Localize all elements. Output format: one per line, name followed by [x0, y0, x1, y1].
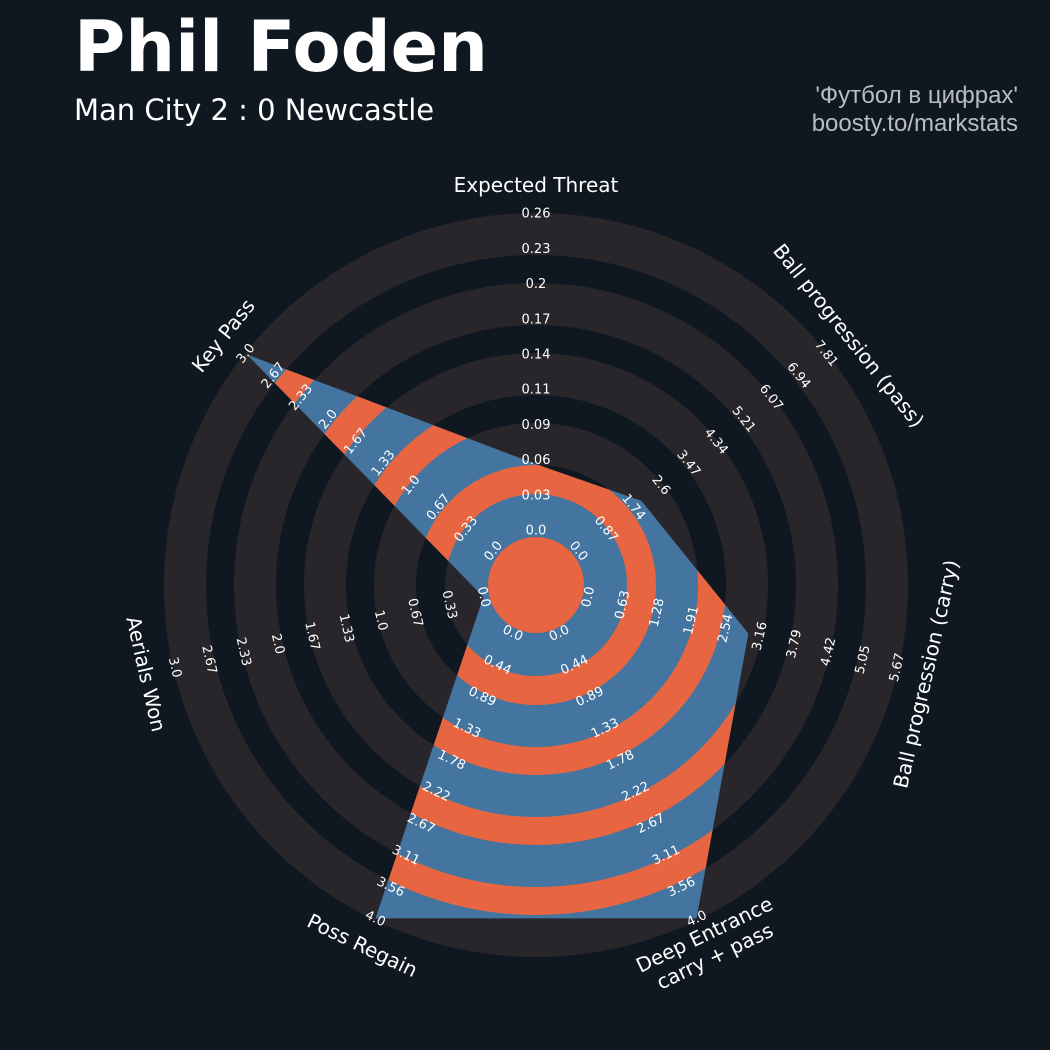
tick-label: 0.26 — [522, 207, 551, 222]
param-label-line: Aerials Won — [121, 614, 171, 734]
tick-label: 3.0 — [165, 656, 184, 680]
tick-label: 2.0 — [268, 632, 287, 656]
credit-channel: 'Футбол в цифрах' — [815, 82, 1018, 109]
polygon-band-alternate — [246, 354, 749, 915]
tick-label: 0.0 — [474, 585, 493, 609]
tick-label: 0.03 — [522, 488, 551, 503]
tick-label: 0.23 — [522, 242, 551, 257]
tick-label: 2.33 — [233, 636, 254, 668]
param-label: Expected Threat — [454, 173, 619, 197]
tick-label: 2.54 — [715, 613, 736, 645]
tick-label: 5.05 — [853, 644, 874, 676]
tick-label: 0.2 — [526, 277, 547, 292]
tick-label: 3.16 — [750, 620, 771, 652]
tick-label: 5.67 — [887, 652, 908, 684]
tick-label: 1.28 — [647, 597, 668, 629]
tick-label: 4.42 — [818, 636, 839, 668]
param-label-line: Expected Threat — [454, 173, 619, 197]
tick-label: 0.14 — [522, 348, 551, 363]
tick-label: 0.63 — [612, 589, 633, 621]
center-circle — [488, 537, 584, 633]
tick-label: 0.0 — [526, 524, 547, 539]
tick-label: 0.09 — [522, 418, 551, 433]
tick-label: 1.0 — [371, 609, 390, 633]
tick-label: 0.11 — [522, 383, 551, 398]
tick-label: 3.79 — [784, 628, 805, 660]
param-label: Aerials Won — [121, 614, 171, 734]
tick-label: 0.0 — [579, 585, 598, 609]
tick-label: 0.67 — [404, 597, 425, 629]
tick-label: 0.17 — [522, 312, 551, 327]
match-subtitle: Man City 2 : 0 Newcastle — [74, 93, 435, 127]
credit-link: boosty.to/markstats — [811, 110, 1018, 137]
background-ring — [164, 213, 908, 957]
tick-label: 1.91 — [681, 605, 702, 637]
tick-label: 2.67 — [198, 644, 219, 676]
tick-label: 0.33 — [439, 589, 460, 621]
player-name-title: Phil Foden — [74, 6, 488, 88]
tick-label: 0.06 — [522, 453, 551, 468]
tick-label: 1.67 — [301, 620, 322, 652]
tick-label: 1.33 — [336, 613, 357, 645]
